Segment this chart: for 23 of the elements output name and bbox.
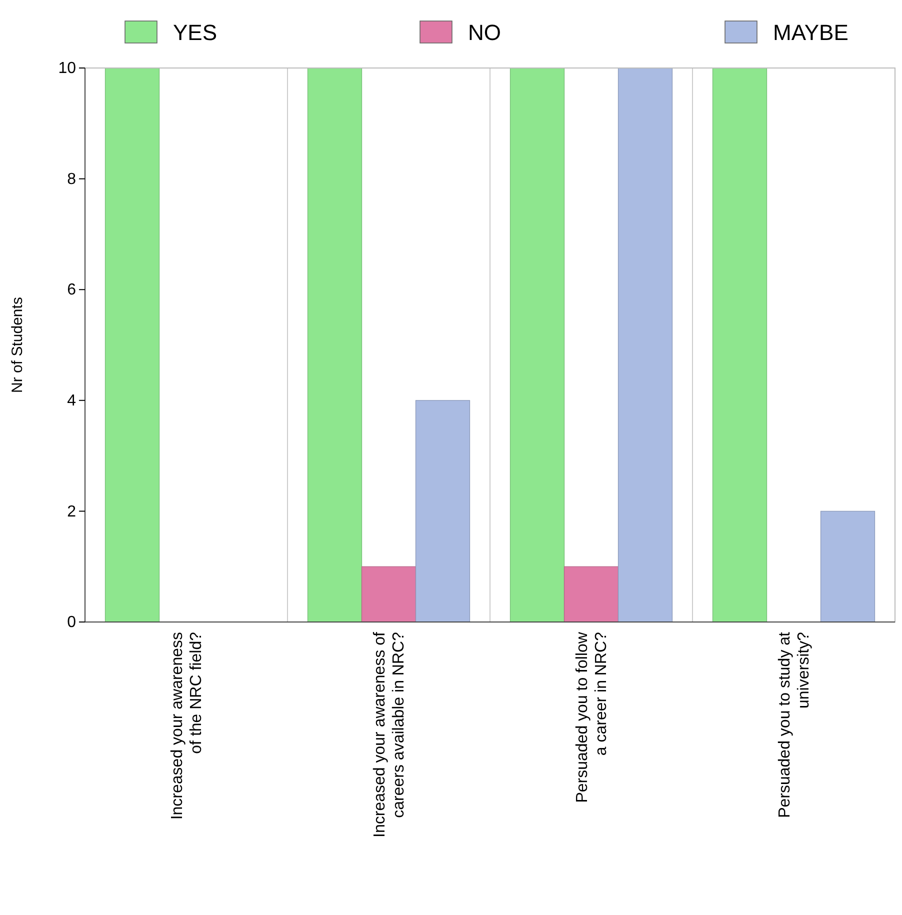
y-tick-label: 2 [67,503,76,520]
bar [618,68,673,622]
bar [307,68,362,622]
bar [415,400,470,622]
legend-label: YES [173,20,218,45]
legend-label: MAYBE [773,20,848,45]
x-tick-label: Persuaded you to follow a career in NRC? [574,632,610,803]
bar [712,68,768,622]
bar [510,68,565,622]
y-tick-label: 10 [58,60,76,78]
bar [361,566,416,622]
y-tick-label: 0 [67,614,76,632]
y-axis-title: Nr of Students [9,297,26,393]
bar [104,68,160,622]
legend-label: NO [468,20,501,45]
x-tick-label: Increased your awareness of the NRC field? [168,632,205,820]
x-tick-label: Increased your awareness of careers available in NRC? [371,631,408,838]
bar [820,510,876,622]
y-tick-label: 8 [67,170,76,188]
y-tick-label: 4 [67,392,76,410]
x-tick-label: Persuaded you to study at university? [776,631,812,818]
bar [564,566,619,622]
y-tick-label: 6 [67,282,76,299]
